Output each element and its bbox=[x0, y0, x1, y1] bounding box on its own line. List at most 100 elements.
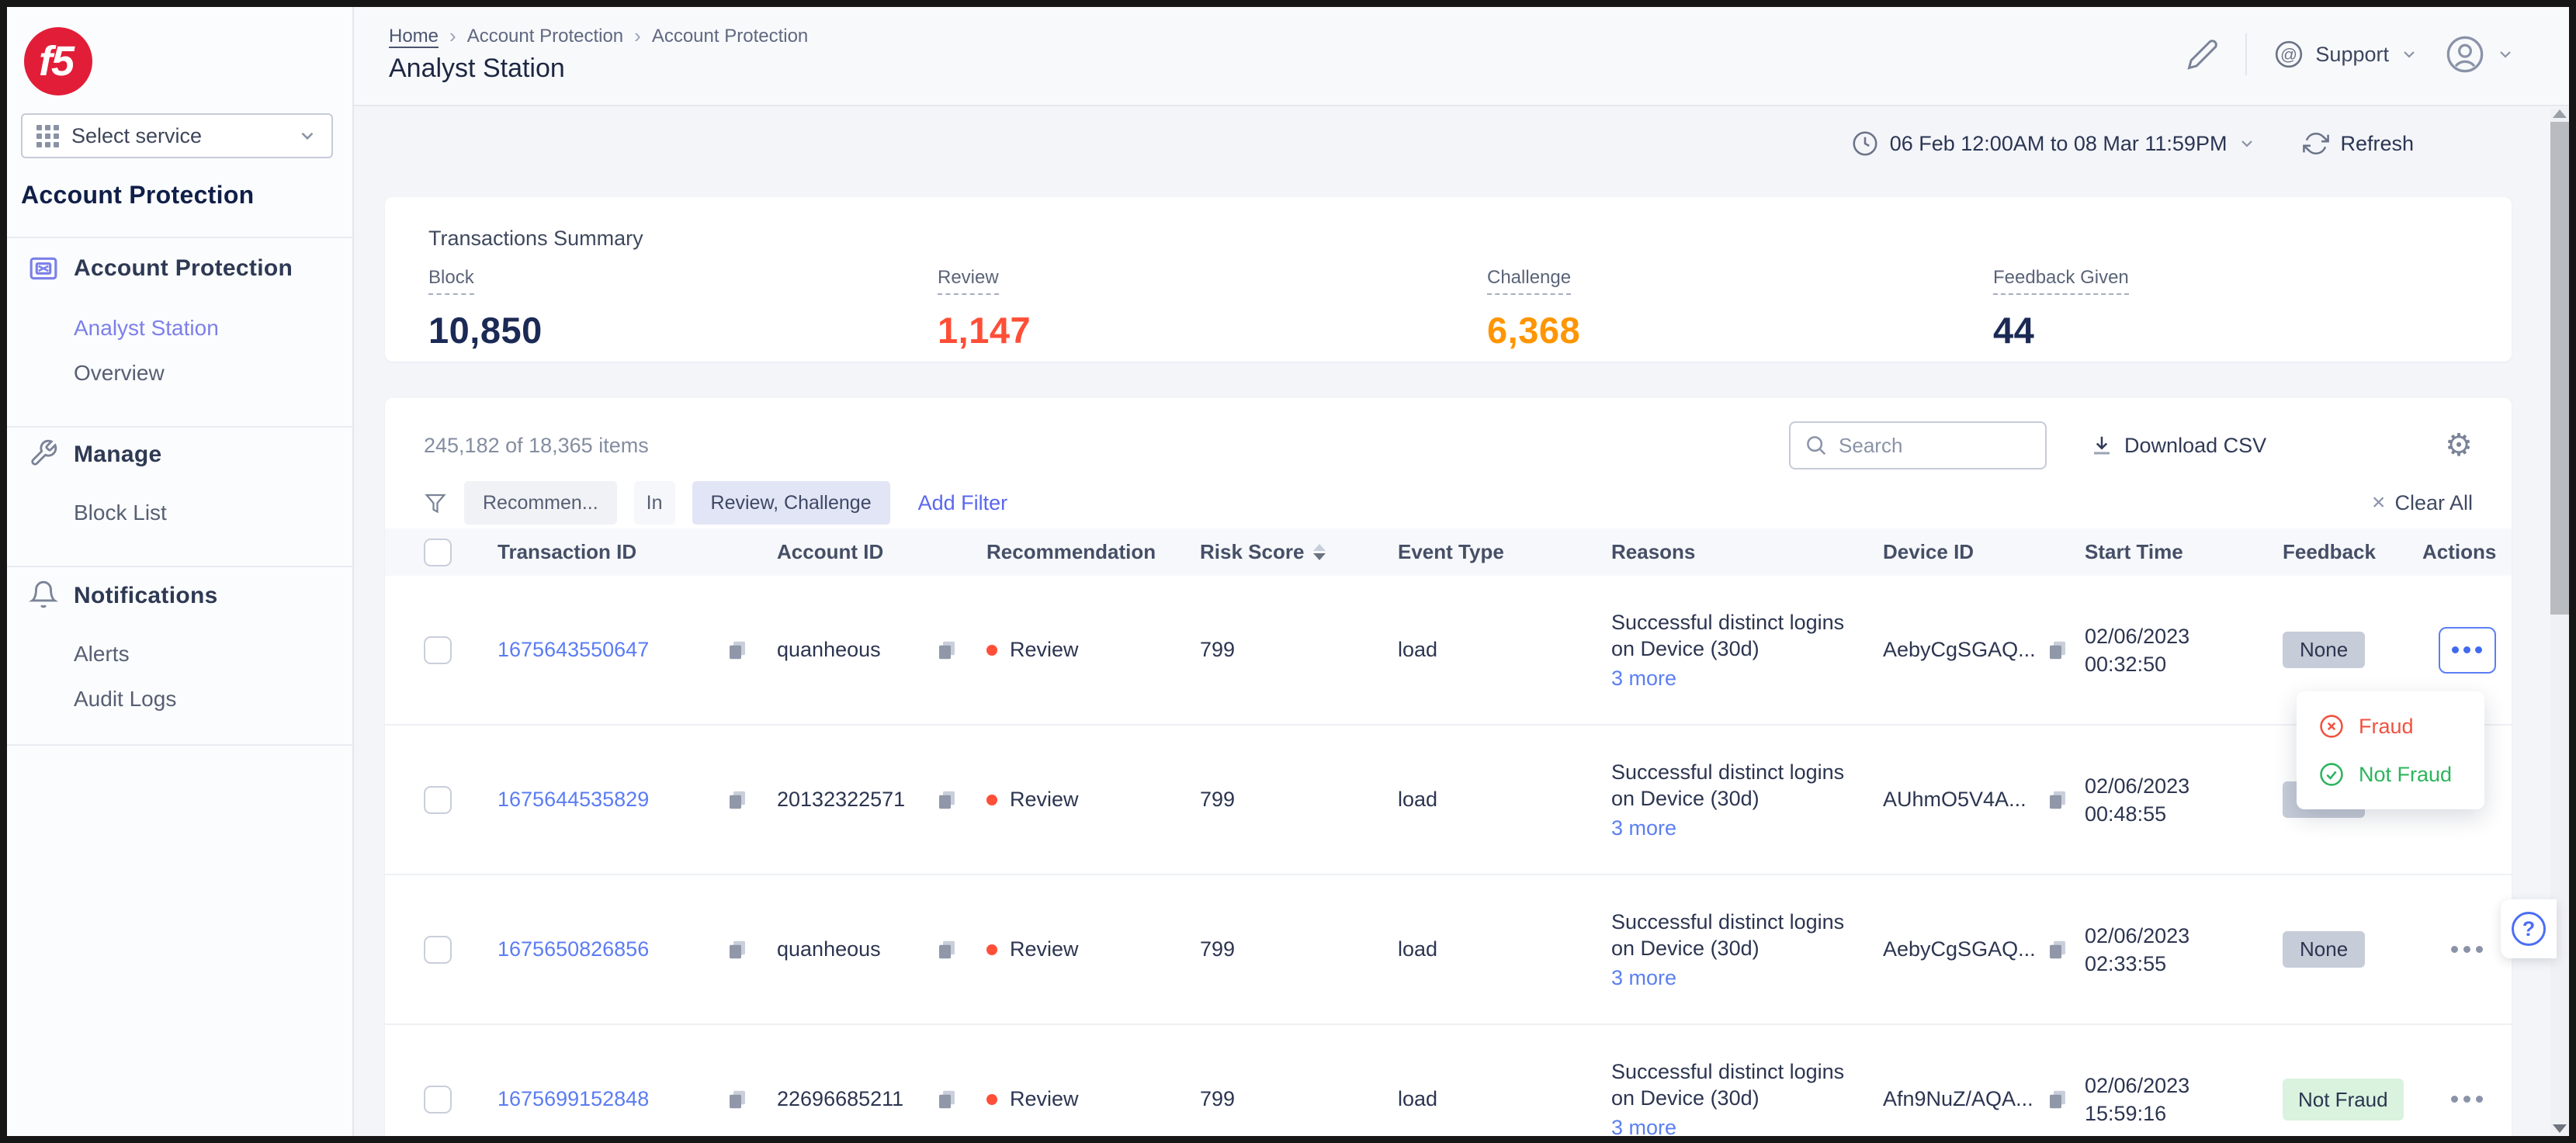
col-transaction-id[interactable]: Transaction ID bbox=[498, 540, 637, 563]
search-box[interactable] bbox=[1789, 421, 2047, 469]
sort-descending-icon[interactable] bbox=[1313, 544, 1326, 560]
device-id: AebyCgSGAQ... bbox=[1883, 937, 2036, 961]
svg-text:@: @ bbox=[2280, 45, 2297, 64]
transaction-id-link[interactable]: 1675643550647 bbox=[498, 638, 650, 661]
review-status-dot bbox=[986, 644, 997, 656]
row-actions-button[interactable] bbox=[2451, 946, 2483, 953]
date-range-picker[interactable]: 06 Feb 12:00AM to 08 Mar 11:59PM bbox=[1851, 130, 2257, 158]
service-selector[interactable]: Select service bbox=[21, 113, 333, 158]
col-recommendation[interactable]: Recommendation bbox=[986, 540, 1156, 563]
review-status-dot bbox=[986, 1093, 997, 1105]
select-all-checkbox[interactable] bbox=[424, 538, 452, 566]
row-checkbox[interactable] bbox=[424, 636, 452, 664]
scroll-down-arrow-icon[interactable] bbox=[2553, 1124, 2567, 1133]
breadcrumb-account-protection[interactable]: Account Protection bbox=[466, 25, 624, 47]
transaction-id-link[interactable]: 1675650826856 bbox=[498, 937, 650, 961]
sidebar-group-manage[interactable]: Manage bbox=[74, 442, 162, 467]
pencil-icon[interactable] bbox=[2186, 38, 2219, 71]
reasons-text: Successful distinct logins on Device (30… bbox=[1611, 610, 1845, 660]
range-controls: 06 Feb 12:00AM to 08 Mar 11:59PM Refresh bbox=[1851, 130, 2414, 158]
reasons-text: Successful distinct logins on Device (30… bbox=[1611, 909, 1845, 960]
copy-icon[interactable] bbox=[935, 638, 959, 663]
copy-icon[interactable] bbox=[726, 788, 749, 812]
more-reasons-link[interactable]: 3 more bbox=[1611, 965, 1677, 989]
copy-icon[interactable] bbox=[935, 937, 959, 962]
sidebar-item-analyst-station[interactable]: Analyst Station bbox=[74, 316, 219, 340]
support-menu[interactable]: @ Support bbox=[2273, 39, 2418, 70]
risk-score: 799 bbox=[1200, 1087, 1236, 1110]
stat-review-label[interactable]: Review bbox=[938, 267, 999, 295]
scroll-up-arrow-icon[interactable] bbox=[2553, 109, 2567, 118]
breadcrumb-home[interactable]: Home bbox=[389, 25, 439, 47]
row-checkbox[interactable] bbox=[424, 1085, 452, 1114]
user-menu[interactable] bbox=[2445, 34, 2515, 74]
sidebar-item-alerts[interactable]: Alerts bbox=[74, 642, 130, 666]
row-actions-button-active[interactable] bbox=[2438, 626, 2496, 674]
risk-score: 799 bbox=[1200, 638, 1236, 661]
copy-icon[interactable] bbox=[2046, 1087, 2069, 1112]
account-id: 20132322571 bbox=[777, 788, 906, 811]
sidebar-item-audit-logs[interactable]: Audit Logs bbox=[74, 687, 177, 711]
vertical-scrollbar[interactable] bbox=[2550, 108, 2569, 1136]
menu-item-not-fraud[interactable]: Not Fraud bbox=[2297, 750, 2484, 798]
filter-value-chip[interactable]: Review, Challenge bbox=[692, 481, 890, 525]
copy-icon[interactable] bbox=[935, 788, 959, 812]
col-reasons[interactable]: Reasons bbox=[1611, 540, 1696, 563]
transaction-id-link[interactable]: 1675644535829 bbox=[498, 788, 650, 811]
col-risk-score[interactable]: Risk Score bbox=[1200, 540, 1398, 564]
stat-feedback-given-label[interactable]: Feedback Given bbox=[1993, 267, 2129, 295]
event-type: load bbox=[1398, 638, 1438, 661]
transaction-id-link[interactable]: 1675699152848 bbox=[498, 1087, 650, 1110]
copy-icon[interactable] bbox=[2046, 937, 2069, 962]
recommendation: Review bbox=[1010, 788, 1079, 811]
scrollbar-thumb[interactable] bbox=[2550, 122, 2569, 615]
row-checkbox[interactable] bbox=[424, 785, 452, 814]
copy-icon[interactable] bbox=[2046, 638, 2069, 663]
add-filter-button[interactable]: Add Filter bbox=[917, 490, 1008, 514]
copy-icon[interactable] bbox=[935, 1087, 959, 1112]
start-clock: 02:33:55 bbox=[2085, 951, 2167, 975]
sidebar-group-notifications[interactable]: Notifications bbox=[74, 583, 218, 608]
row-checkbox[interactable] bbox=[424, 935, 452, 964]
download-csv-button[interactable]: Download CSV bbox=[2090, 433, 2266, 458]
reasons-text: Successful distinct logins on Device (30… bbox=[1611, 1059, 1845, 1110]
account-id: quanheous bbox=[777, 937, 881, 961]
more-reasons-link[interactable]: 3 more bbox=[1611, 816, 1677, 840]
copy-icon[interactable] bbox=[726, 937, 749, 962]
copy-icon[interactable] bbox=[726, 638, 749, 663]
feedback-badge: None bbox=[2283, 931, 2366, 968]
start-clock: 00:32:50 bbox=[2085, 652, 2167, 676]
start-clock: 15:59:16 bbox=[2085, 1101, 2167, 1125]
gear-icon[interactable]: ⚙ bbox=[2445, 428, 2473, 462]
more-reasons-link[interactable]: 3 more bbox=[1611, 666, 1677, 690]
breadcrumb-separator: › bbox=[449, 24, 456, 47]
table-header-row: Transaction ID Account ID Recommendation… bbox=[385, 528, 2512, 576]
col-account-id[interactable]: Account ID bbox=[777, 540, 884, 563]
date-range-label: 06 Feb 12:00AM to 08 Mar 11:59PM bbox=[1889, 131, 2228, 155]
filter-field-chip[interactable]: Recommen... bbox=[464, 481, 617, 525]
refresh-button[interactable]: Refresh bbox=[2303, 130, 2414, 157]
col-feedback[interactable]: Feedback bbox=[2283, 540, 2376, 563]
not-fraud-label: Not Fraud bbox=[2359, 762, 2453, 786]
event-type: load bbox=[1398, 937, 1438, 961]
more-reasons-link[interactable]: 3 more bbox=[1611, 1115, 1677, 1139]
content: 06 Feb 12:00AM to 08 Mar 11:59PM Refresh… bbox=[354, 108, 2569, 1136]
col-start-time[interactable]: Start Time bbox=[2085, 540, 2183, 563]
menu-item-fraud[interactable]: Fraud bbox=[2297, 702, 2484, 750]
col-event-type[interactable]: Event Type bbox=[1398, 540, 1504, 563]
stat-feedback-given-value: 44 bbox=[1993, 310, 2035, 351]
sidebar-group-account-protection[interactable]: Account Protection bbox=[74, 255, 293, 281]
copy-icon[interactable] bbox=[2046, 788, 2069, 812]
sidebar-item-overview[interactable]: Overview bbox=[74, 361, 165, 385]
stat-challenge-label[interactable]: Challenge bbox=[1487, 267, 1572, 295]
copy-icon[interactable] bbox=[726, 1087, 749, 1112]
sidebar-heading: Account Protection bbox=[21, 181, 255, 209]
clear-all-button[interactable]: × Clear All bbox=[2372, 490, 2473, 516]
col-device-id[interactable]: Device ID bbox=[1883, 540, 1974, 563]
row-actions-button[interactable] bbox=[2451, 1096, 2483, 1103]
help-button[interactable]: ? bbox=[2501, 899, 2557, 958]
stat-block-label[interactable]: Block bbox=[428, 267, 474, 295]
sidebar-item-block-list[interactable]: Block List bbox=[74, 500, 167, 525]
search-input[interactable] bbox=[1839, 433, 2018, 458]
